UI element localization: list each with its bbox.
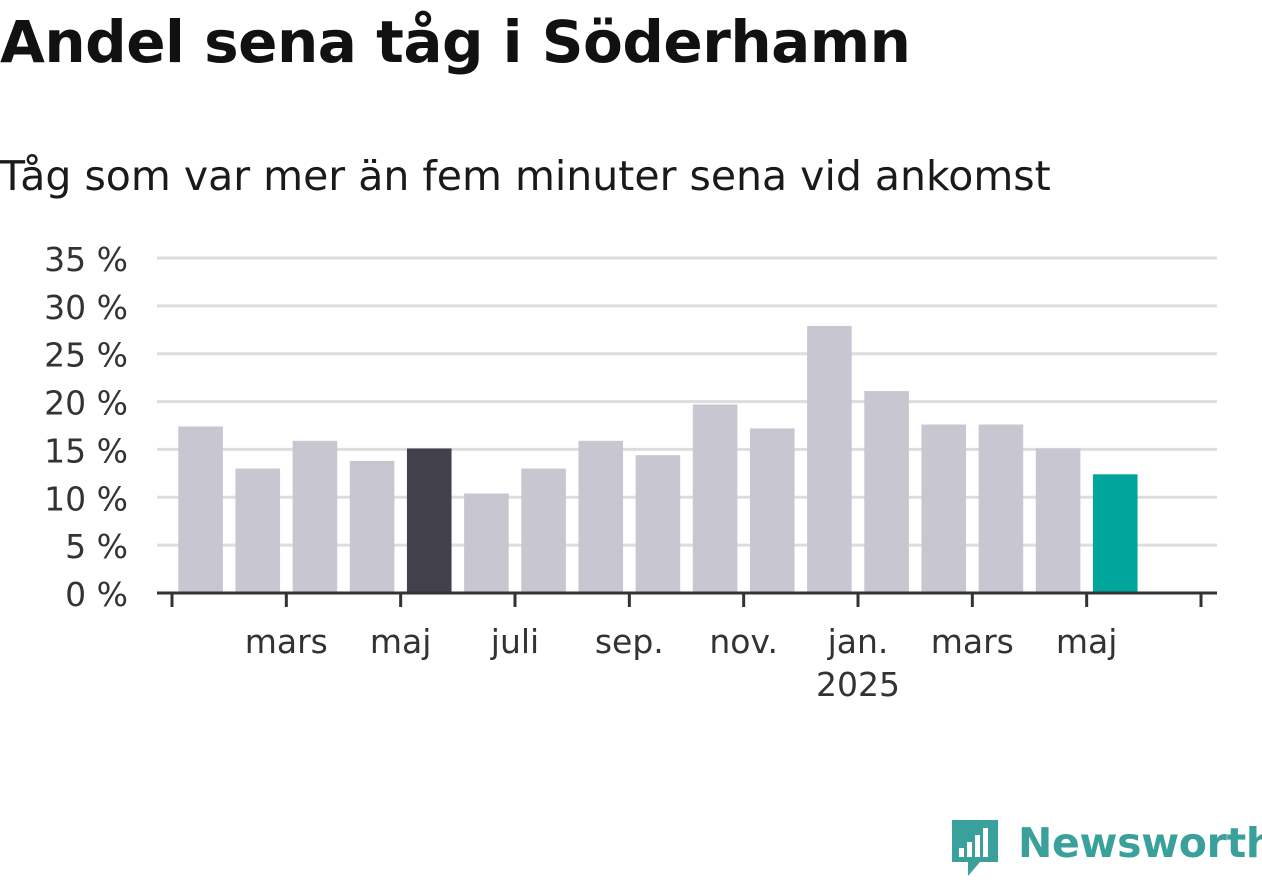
brand-name: Newsworthy (1018, 819, 1262, 867)
bar (635, 455, 681, 593)
bar (1092, 474, 1138, 593)
newsworthy-logo-icon (952, 820, 998, 876)
brand-logo: Newsworthy (950, 818, 1262, 880)
y-tick-label: 30 % (44, 288, 128, 327)
x-tick-label: mars (931, 622, 1014, 661)
bar (807, 325, 852, 593)
y-tick-label: 20 % (44, 384, 128, 423)
y-tick-label: 35 % (44, 240, 128, 279)
bar (864, 391, 909, 593)
bar (692, 404, 738, 593)
bar (235, 468, 281, 593)
bar (464, 493, 509, 593)
y-tick-label: 10 % (44, 479, 128, 518)
bar (921, 424, 967, 593)
x-tick-label: jan. (827, 622, 889, 661)
x-tick-label: maj (370, 622, 432, 661)
bar (1035, 448, 1081, 593)
x-tick-label: sep. (595, 622, 664, 661)
x-tick-label: mars (245, 622, 328, 661)
bar (406, 448, 452, 593)
y-tick-label: 15 % (44, 431, 128, 470)
chart-title: Andel sena tåg i Söderhamn (0, 8, 911, 76)
bar (349, 460, 395, 593)
x-tick-label: maj (1056, 622, 1118, 661)
chart-subtitle: Tåg som var mer än fem minuter sena vid … (0, 152, 1051, 200)
x-tick-sublabel: 2025 (816, 665, 900, 704)
bar (578, 440, 624, 593)
y-tick-label: 25 % (44, 336, 128, 375)
y-tick-label: 0 % (65, 575, 128, 614)
x-tick-label: nov. (709, 622, 778, 661)
bar (292, 440, 338, 593)
bar (978, 424, 1024, 593)
bar (178, 426, 223, 593)
y-tick-label: 5 % (65, 527, 128, 566)
bar (749, 428, 795, 593)
bar (521, 468, 566, 593)
x-tick-label: juli (490, 622, 539, 661)
